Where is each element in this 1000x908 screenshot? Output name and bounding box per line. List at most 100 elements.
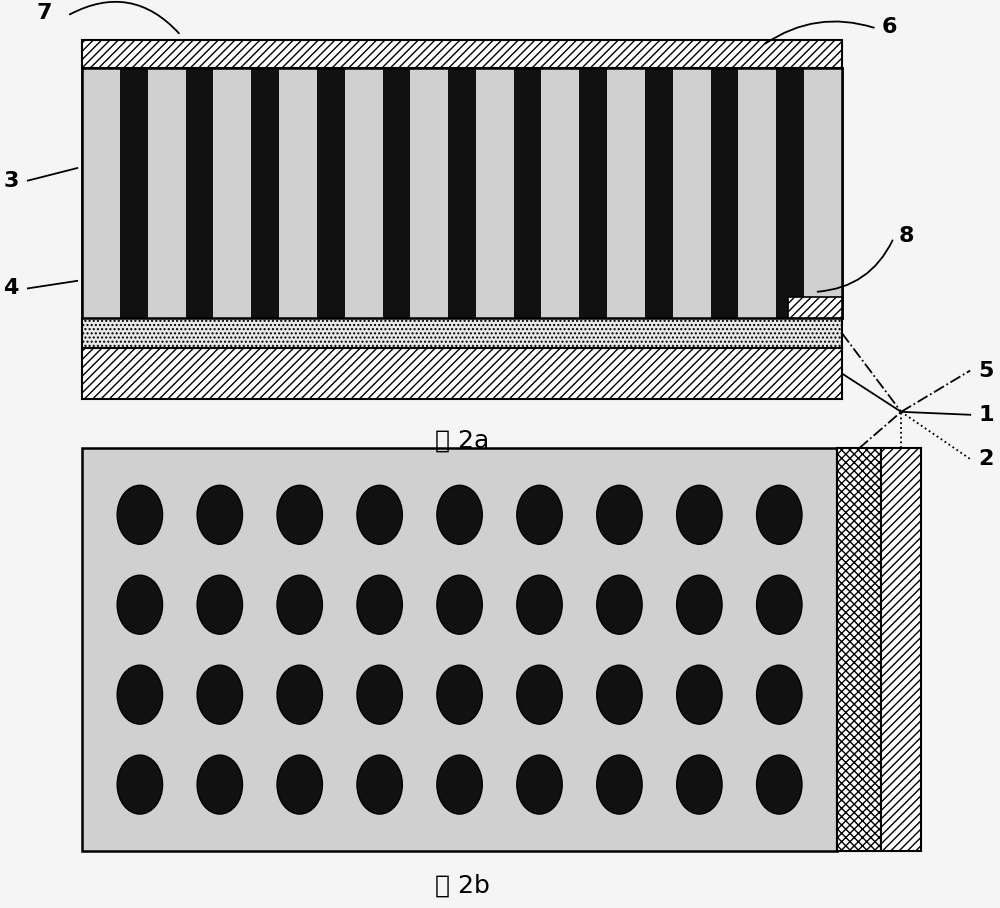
Ellipse shape: [357, 485, 402, 544]
Bar: [186, 68, 213, 319]
Text: 图 2a: 图 2a: [435, 429, 489, 452]
Bar: [213, 68, 251, 319]
Bar: [186, 68, 213, 319]
Bar: [645, 68, 673, 319]
Bar: [448, 68, 476, 319]
Ellipse shape: [117, 666, 163, 724]
Bar: [82, 68, 842, 319]
Ellipse shape: [277, 755, 322, 814]
Bar: [448, 68, 476, 319]
Ellipse shape: [277, 576, 322, 634]
Bar: [607, 68, 645, 319]
Bar: [541, 68, 579, 319]
Ellipse shape: [597, 755, 642, 814]
Bar: [120, 68, 148, 319]
Ellipse shape: [277, 666, 322, 724]
Bar: [317, 68, 345, 319]
Text: 2: 2: [978, 449, 993, 469]
Ellipse shape: [117, 576, 163, 634]
Ellipse shape: [597, 485, 642, 544]
Bar: [120, 68, 148, 319]
Bar: [82, 68, 842, 319]
Ellipse shape: [517, 666, 562, 724]
Bar: [541, 68, 579, 319]
Bar: [383, 68, 410, 319]
Bar: [251, 68, 279, 319]
Bar: [645, 68, 673, 319]
Text: 3: 3: [3, 171, 19, 191]
Bar: [776, 68, 804, 319]
Bar: [673, 68, 711, 319]
Bar: [82, 348, 842, 399]
Ellipse shape: [277, 485, 322, 544]
Ellipse shape: [437, 485, 482, 544]
Ellipse shape: [437, 576, 482, 634]
Bar: [804, 68, 842, 319]
Text: 图 2b: 图 2b: [435, 873, 489, 898]
Ellipse shape: [757, 666, 802, 724]
Bar: [213, 68, 251, 319]
Ellipse shape: [197, 576, 242, 634]
Bar: [82, 449, 837, 851]
Bar: [410, 68, 448, 319]
Bar: [317, 68, 345, 319]
Ellipse shape: [357, 666, 402, 724]
Bar: [148, 68, 186, 319]
Ellipse shape: [677, 576, 722, 634]
Bar: [383, 68, 410, 319]
Bar: [82, 68, 120, 319]
Bar: [579, 68, 607, 319]
Ellipse shape: [677, 666, 722, 724]
Text: 5: 5: [978, 360, 993, 380]
Bar: [711, 68, 738, 319]
Text: 8: 8: [899, 226, 914, 246]
Bar: [82, 68, 120, 319]
Bar: [738, 68, 776, 319]
Text: 6: 6: [881, 16, 897, 36]
Ellipse shape: [197, 755, 242, 814]
Ellipse shape: [677, 755, 722, 814]
Ellipse shape: [117, 485, 163, 544]
Ellipse shape: [757, 755, 802, 814]
Bar: [579, 68, 607, 319]
Bar: [881, 449, 921, 851]
Ellipse shape: [757, 576, 802, 634]
Ellipse shape: [357, 755, 402, 814]
Bar: [837, 449, 881, 851]
Bar: [514, 68, 541, 319]
Bar: [476, 68, 514, 319]
Bar: [738, 68, 776, 319]
Ellipse shape: [357, 576, 402, 634]
Ellipse shape: [757, 485, 802, 544]
Bar: [345, 68, 383, 319]
Bar: [607, 68, 645, 319]
Bar: [279, 68, 317, 319]
Bar: [514, 68, 541, 319]
Bar: [279, 68, 317, 319]
Ellipse shape: [597, 576, 642, 634]
Ellipse shape: [197, 666, 242, 724]
Ellipse shape: [517, 485, 562, 544]
Ellipse shape: [517, 576, 562, 634]
Ellipse shape: [597, 666, 642, 724]
Bar: [476, 68, 514, 319]
Bar: [711, 68, 738, 319]
Ellipse shape: [117, 755, 163, 814]
Bar: [345, 68, 383, 319]
Ellipse shape: [517, 755, 562, 814]
Bar: [82, 319, 842, 348]
Text: 7: 7: [37, 3, 52, 23]
Ellipse shape: [677, 485, 722, 544]
Bar: [410, 68, 448, 319]
Bar: [82, 449, 837, 851]
Ellipse shape: [437, 755, 482, 814]
Ellipse shape: [437, 666, 482, 724]
Bar: [776, 68, 804, 319]
Bar: [148, 68, 186, 319]
Bar: [804, 68, 842, 319]
Bar: [673, 68, 711, 319]
Bar: [788, 297, 842, 319]
Text: 4: 4: [3, 279, 19, 299]
Ellipse shape: [197, 485, 242, 544]
Bar: [82, 40, 842, 68]
